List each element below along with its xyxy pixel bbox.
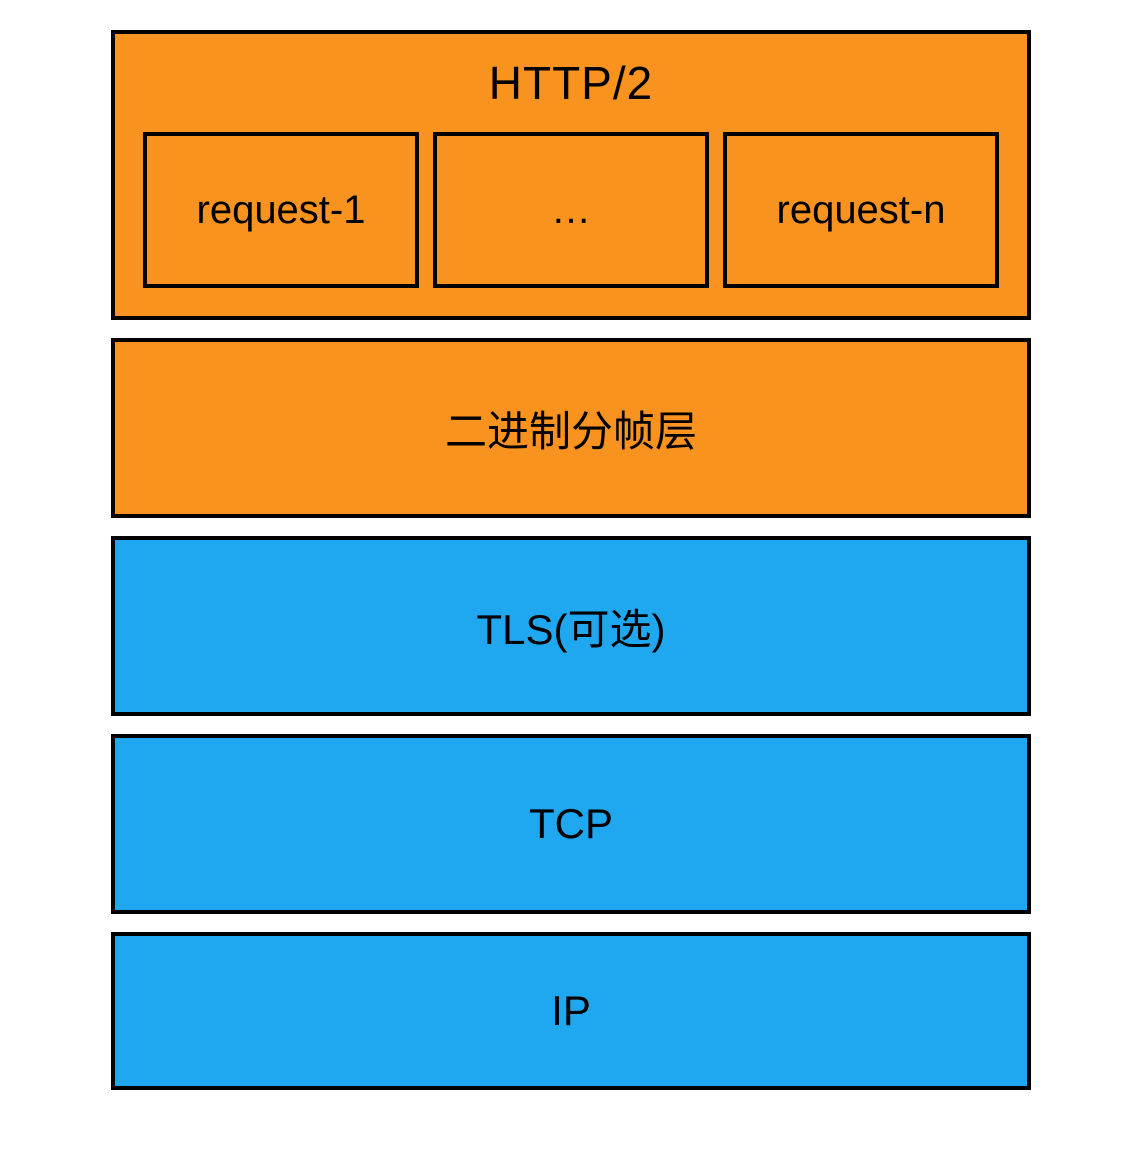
layer-binary-framing: 二进制分帧层 <box>111 338 1031 518</box>
request-box-1: request-1 <box>143 132 419 288</box>
request-box-n: request-n <box>723 132 999 288</box>
layer-ip: IP <box>111 932 1031 1090</box>
protocol-stack-diagram: HTTP/2 request-1 … request-n 二进制分帧层 TLS(… <box>111 30 1031 1090</box>
layer-http2: HTTP/2 request-1 … request-n <box>111 30 1031 320</box>
layer-tcp: TCP <box>111 734 1031 914</box>
request-box-ellipsis: … <box>433 132 709 288</box>
layer-http2-title: HTTP/2 <box>489 56 653 110</box>
layer-tls: TLS(可选) <box>111 536 1031 716</box>
http2-requests-row: request-1 … request-n <box>143 132 999 288</box>
